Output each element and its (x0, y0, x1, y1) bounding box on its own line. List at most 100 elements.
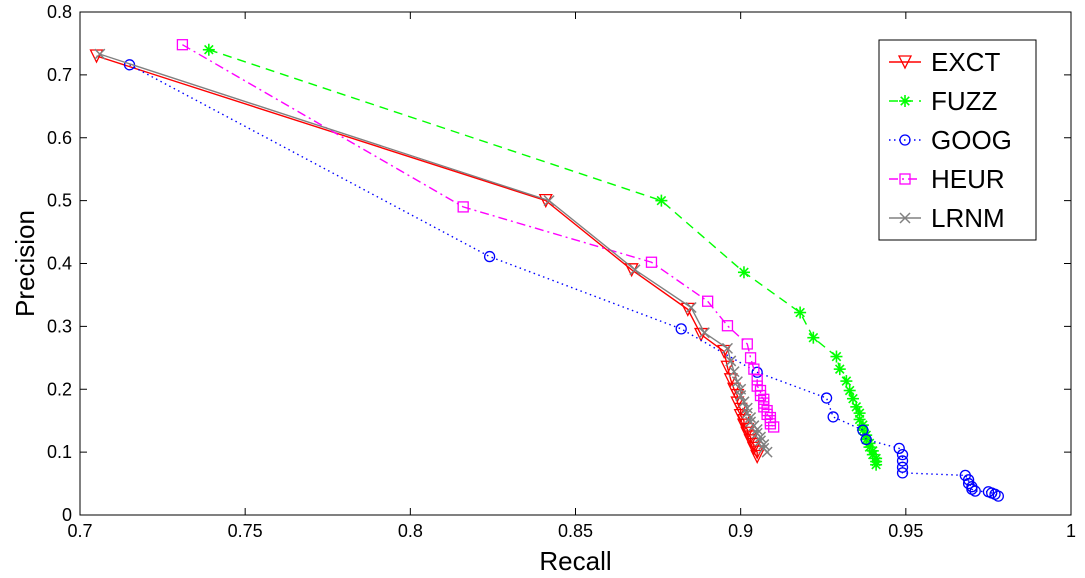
data-point-heur (748, 363, 760, 375)
legend-marker-exct (897, 55, 913, 70)
data-point-fuzz (737, 266, 750, 279)
data-point-lrnm-stroke (725, 355, 737, 367)
data-point-fuzz-stroke (831, 351, 842, 362)
data-point-lrnm (543, 195, 555, 207)
data-point-goog (483, 250, 496, 263)
data-point-heur (764, 418, 777, 430)
data-point-lrnm-stroke (721, 342, 733, 354)
data-point-lrnm-stroke (761, 446, 773, 458)
data-point-lrnm (685, 301, 697, 314)
data-point-goog (751, 366, 763, 378)
legend-item-fuzz: FUZZ (889, 86, 998, 116)
data-point-fuzz-stroke (841, 376, 852, 386)
data-point-goog (962, 477, 975, 490)
data-point-lrnm-stroke (543, 195, 555, 207)
data-point-exct (733, 409, 748, 424)
data-point-heur (758, 401, 770, 413)
x-tick-label: 0.85 (558, 521, 593, 541)
data-point-goog (896, 448, 909, 461)
data-point-lrnm (721, 342, 733, 354)
data-point-fuzz (794, 306, 807, 319)
data-point-lrnm-stroke (741, 402, 753, 414)
data-point-fuzz (807, 331, 820, 344)
y-axis-title: Precision (10, 210, 40, 317)
data-point-goog (820, 392, 833, 404)
legend-marker-fuzz (899, 95, 911, 107)
y-tick-label: 0.6 (47, 128, 72, 148)
legend-marker-heur (899, 173, 911, 185)
data-point-lrnm-stroke (728, 366, 740, 378)
data-point-exct (746, 441, 761, 456)
data-point-exct (750, 449, 765, 464)
data-point-goog (896, 461, 909, 473)
data-point-goog (827, 411, 839, 423)
data-point-fuzz-stroke (844, 385, 855, 396)
series-lrnm (94, 48, 773, 458)
data-point-heur (645, 256, 658, 268)
data-point-lrnm (761, 446, 773, 458)
data-point-lrnm (94, 48, 106, 60)
data-point-fuzz-stroke (739, 267, 749, 278)
y-tick-label: 0.1 (47, 442, 72, 462)
data-point-fuzz-stroke (656, 195, 667, 206)
data-point-lrnm (758, 439, 770, 451)
data-point-goog (675, 323, 687, 335)
data-point-fuzz-stroke (858, 425, 868, 435)
data-point-lrnm (754, 431, 767, 443)
x-tick-label: 0.75 (228, 521, 263, 541)
data-point-lrnm (751, 423, 763, 436)
legend-item-lrnm: LRNM (889, 203, 1005, 233)
x-tick-label: 1 (1066, 521, 1076, 541)
legend-label-exct: EXCT (931, 47, 1000, 77)
data-point-heur (701, 295, 714, 307)
legend-item-heur: HEUR (889, 164, 1005, 194)
series-goog (123, 59, 1004, 502)
data-point-lrnm-stroke (738, 396, 750, 408)
data-point-fuzz-stroke (204, 44, 214, 55)
data-point-lrnm-stroke (735, 390, 747, 402)
data-point-lrnm (629, 264, 641, 276)
x-tick-label: 0.7 (67, 521, 92, 541)
y-tick-label: 0.7 (47, 65, 72, 85)
data-point-lrnm (745, 412, 757, 424)
data-point-fuzz (655, 194, 668, 207)
data-point-fuzz (870, 458, 883, 471)
data-point-fuzz-stroke (834, 364, 845, 374)
y-tick-label: 0.4 (47, 254, 72, 274)
data-point-lrnm (731, 376, 743, 388)
data-point-lrnm (735, 390, 747, 402)
data-point-lrnm (728, 366, 740, 378)
data-point-fuzz-stroke (808, 332, 819, 343)
data-point-goog (992, 490, 1004, 502)
legend-label-lrnm: LRNM (931, 203, 1005, 233)
data-point-heur (751, 374, 763, 386)
legend: EXCT FUZZ GOOG HEUR LRNM (878, 39, 1037, 241)
data-point-lrnm (725, 355, 737, 367)
legend-marker-fuzz-stroke (900, 96, 910, 106)
legend-item-exct: EXCT (889, 47, 1000, 77)
data-point-lrnm-stroke (741, 407, 753, 419)
series-heur (176, 39, 780, 433)
data-point-fuzz (830, 350, 843, 363)
series-line-heur (182, 44, 775, 428)
data-point-heur (176, 39, 189, 51)
data-point-goog (969, 485, 981, 497)
data-point-goog (893, 442, 905, 455)
data-point-lrnm-stroke (629, 264, 641, 276)
x-tick-label: 0.9 (728, 521, 753, 541)
data-point-fuzz (850, 400, 863, 413)
data-point-heur (721, 320, 734, 332)
y-tick-label: 0.2 (47, 379, 72, 399)
data-point-fuzz (202, 43, 215, 56)
legend-marker-lrnm (899, 212, 911, 224)
y-tick-label: 0.3 (47, 316, 72, 336)
data-point-fuzz-stroke (871, 459, 881, 470)
data-point-lrnm (698, 327, 710, 339)
x-tick-label: 0.95 (888, 521, 923, 541)
data-point-lrnm-stroke (745, 412, 757, 424)
data-point-exct (743, 434, 758, 449)
data-point-exct (723, 373, 738, 388)
x-axis-title: Recall (539, 546, 611, 576)
data-point-goog (896, 455, 909, 467)
data-point-lrnm-stroke (94, 48, 106, 60)
